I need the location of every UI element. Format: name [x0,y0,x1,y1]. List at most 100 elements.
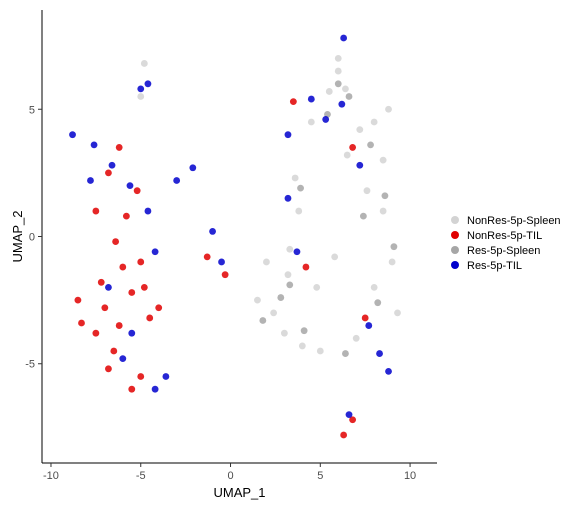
scatter-point [286,281,294,289]
scatter-point [349,416,357,424]
scatter-point [367,141,374,149]
scatter-point [300,327,308,335]
scatter-point [137,258,145,266]
scatter-point [87,177,94,184]
axes-layer [41,10,437,464]
scatter-point [316,347,324,355]
scatter-point [356,161,364,169]
scatter-point [376,350,383,357]
scatter-point [307,118,315,126]
scatter-point [374,299,382,307]
scatter-point [137,93,145,100]
legend-label: Res-5p-Spleen [467,245,540,257]
scatter-point [270,309,278,317]
scatter-point [112,238,120,245]
scatter-point [119,355,127,363]
scatter-point [334,54,342,62]
scatter-point [144,207,152,215]
scatter-point [313,283,321,291]
legend-key [451,216,459,224]
scatter-point [151,248,159,256]
scatter-point [340,34,348,42]
scatter-point [284,131,292,139]
x-tick-label: -5 [136,470,146,482]
scatter-point [286,245,294,253]
scatter-point [298,342,306,350]
scatter-point [254,296,261,304]
scatter-point [137,85,145,93]
scatter-point [342,350,349,357]
scatter-point [390,243,398,251]
scatter-point [119,263,127,271]
scatter-point [361,314,369,322]
scatter-point [284,194,292,202]
scatter-point [385,367,392,375]
x-axis-title: UMAP_1 [213,485,265,500]
legend-label: Res-5p-TIL [467,260,522,272]
scatter-point [394,309,401,317]
x-tick-label: 10 [404,470,416,482]
scatter-point [277,294,285,301]
scatter-point [370,118,378,126]
scatter-point [349,144,357,151]
scatter-point [280,329,288,337]
scatter-point [122,212,130,220]
scatter-point [334,67,342,75]
scatter-point [370,283,378,291]
scatter-point [263,258,270,266]
legend-key [451,246,459,254]
scatter-point [126,182,134,190]
scatter-point [295,207,303,215]
y-tick-label: 5 [29,104,35,116]
scatter-point [69,131,76,139]
x-tick-label: 5 [317,470,323,482]
scatter-point [108,161,116,169]
scatter-point [334,80,342,88]
scatter-point [155,304,163,312]
legend-key [451,231,459,239]
scatter-point [128,289,136,296]
scatter-point [356,126,364,134]
scatter-point [162,373,170,380]
scatter-point [74,296,82,304]
scatter-point [342,85,349,93]
scatter-point [322,116,330,123]
scatter-point [363,187,371,195]
scatter-point [218,258,225,266]
y-ticks: -5 0 5 [25,104,42,371]
y-tick-label: 0 [29,232,35,244]
scatter-point [379,156,387,164]
scatter-point [105,283,112,291]
scatter-point [92,329,100,337]
series-res-5p-spleen [259,80,398,357]
scatter-point [78,319,85,327]
scatter-point [352,334,360,342]
x-tick-label: -10 [43,470,59,482]
scatter-point [221,271,229,279]
scatter-point [90,141,98,149]
scatter-point [189,164,197,172]
scatter-point [110,347,118,355]
scatter-point [97,278,105,286]
legend-label: NonRes-5p-Spleen [467,215,561,227]
x-tick-label: 0 [227,470,233,482]
scatter-point [284,271,292,279]
scatter-point [140,283,148,291]
scatter-point [297,184,304,192]
scatter-point [115,322,123,329]
scatter-point [307,95,315,103]
scatter-point [105,365,112,373]
series-nonres-5p-spleen [137,54,401,355]
scatter-point [105,169,112,177]
scatter-point [289,98,297,106]
scatter-point [115,144,123,151]
scatter-point [365,322,373,329]
scatter-point [151,385,159,393]
scatter-point [388,258,396,266]
scatter-point [144,80,152,88]
series-res-5p-til [69,34,392,419]
scatter-point [137,373,145,380]
scatter-point [291,174,299,182]
scatter-point [173,177,181,184]
